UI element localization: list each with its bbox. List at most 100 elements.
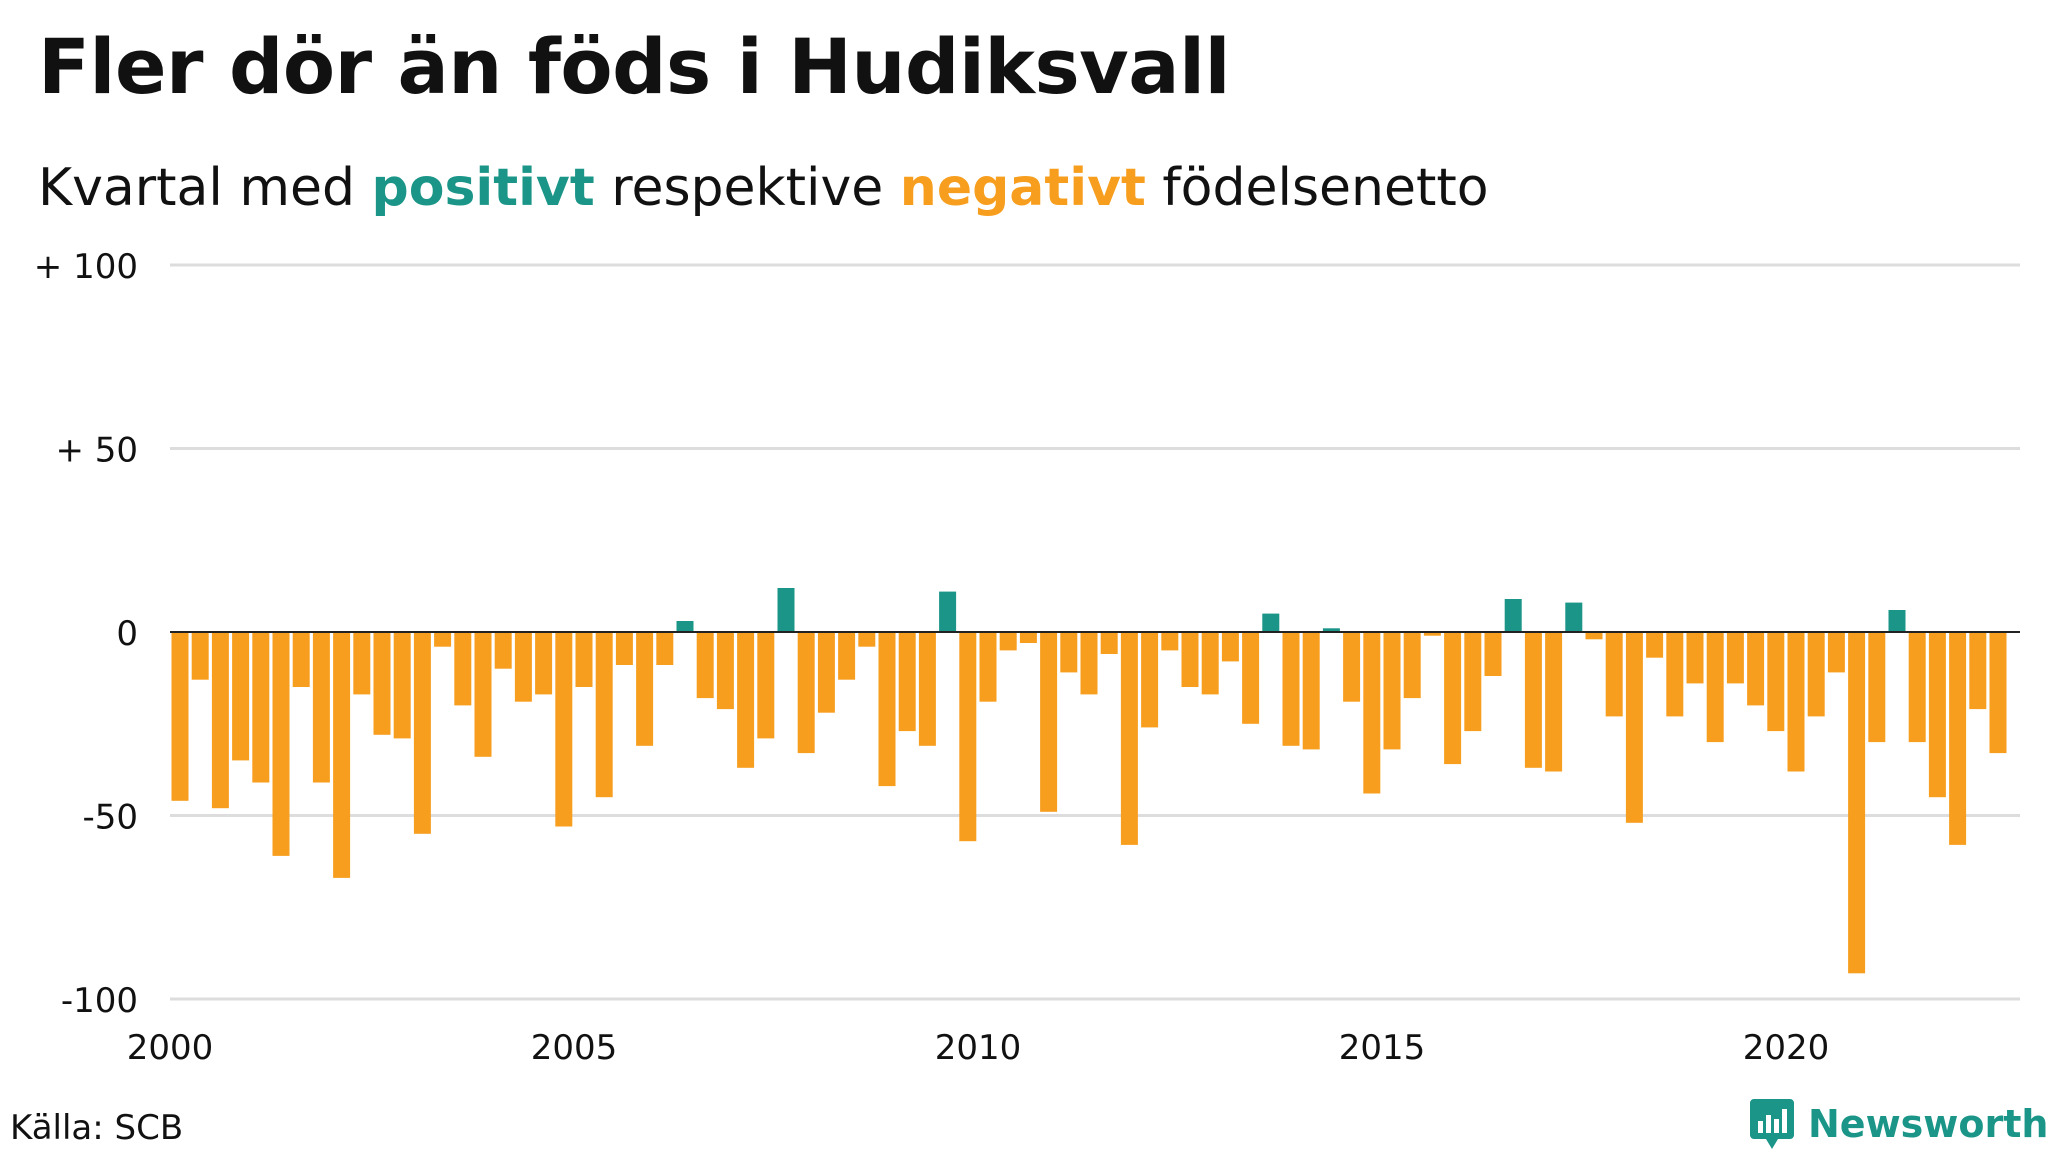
bar — [575, 632, 593, 687]
bar — [1969, 632, 1987, 710]
bar — [1120, 632, 1138, 845]
x-tick-label: 2015 — [1339, 1028, 1426, 1068]
bar — [898, 632, 916, 732]
bar — [1545, 632, 1563, 772]
chart-subtitle: Kvartal med positivt respektive negativt… — [38, 158, 1489, 218]
bar — [292, 632, 310, 687]
y-tick-label: + 50 — [55, 431, 138, 471]
bar — [615, 632, 633, 665]
bar — [1908, 632, 1926, 743]
bar — [1403, 632, 1421, 699]
x-axis-tick-labels: 2000 2005 2010 2015 2020 — [127, 1028, 1830, 1068]
bar — [1444, 632, 1462, 765]
bar — [1767, 632, 1785, 732]
bar — [514, 632, 532, 702]
bar — [171, 632, 189, 801]
bar — [1565, 602, 1583, 632]
y-tick-label: 0 — [116, 614, 138, 654]
bar — [1666, 632, 1684, 717]
bar — [1928, 632, 1946, 798]
bar — [959, 632, 977, 842]
bar — [1080, 632, 1098, 695]
bar — [1343, 632, 1361, 702]
y-tick-label: -50 — [82, 798, 138, 838]
bar — [1019, 632, 1037, 643]
bar — [454, 632, 472, 706]
subtitle-positive-keyword: positivt — [371, 158, 595, 218]
subtitle-suffix: födelsenetto — [1145, 158, 1489, 218]
bar — [1040, 632, 1058, 812]
bar — [555, 632, 573, 827]
bar — [1888, 610, 1906, 632]
bar — [1524, 632, 1542, 768]
bar — [757, 632, 775, 739]
bar — [1989, 632, 2007, 754]
bar — [1322, 628, 1340, 632]
subtitle-middle: respektive — [594, 158, 900, 218]
bar — [1504, 599, 1522, 632]
bar — [1686, 632, 1704, 684]
x-tick-label: 2000 — [127, 1028, 214, 1068]
bar — [393, 632, 411, 739]
bar — [1161, 632, 1179, 651]
bar — [252, 632, 270, 783]
bar — [494, 632, 512, 669]
bar — [797, 632, 815, 754]
bar — [1221, 632, 1239, 662]
bar — [939, 591, 957, 632]
source-note: Källa: SCB — [10, 1108, 184, 1148]
bar — [1625, 632, 1643, 823]
bar — [1262, 613, 1280, 632]
bar — [1141, 632, 1159, 728]
bar — [373, 632, 391, 735]
bar — [1201, 632, 1219, 695]
grid-lines — [170, 263, 2020, 1001]
newsworthy-chart-icon — [1750, 1099, 1794, 1149]
bar — [1787, 632, 1805, 772]
bar — [1423, 632, 1441, 636]
bar — [1383, 632, 1401, 750]
bar — [474, 632, 492, 757]
subtitle-negative-keyword: negativt — [899, 158, 1146, 218]
bar — [1747, 632, 1765, 706]
bar — [1282, 632, 1300, 746]
bar — [535, 632, 553, 695]
newsworthy-logo: Newsworthy — [1748, 1097, 2048, 1151]
bar — [1060, 632, 1078, 673]
x-tick-label: 2010 — [935, 1028, 1022, 1068]
bar — [1242, 632, 1260, 724]
bar — [878, 632, 896, 787]
bar — [858, 632, 876, 647]
x-tick-label: 2020 — [1743, 1028, 1830, 1068]
bar — [676, 621, 694, 632]
bar — [595, 632, 613, 798]
bar — [1585, 632, 1603, 640]
bar — [1484, 632, 1502, 676]
bar — [272, 632, 290, 856]
subtitle-prefix: Kvartal med — [38, 158, 372, 218]
bar — [656, 632, 674, 665]
bar — [1363, 632, 1381, 794]
bar — [1464, 632, 1482, 732]
bar — [696, 632, 714, 699]
bar — [1605, 632, 1623, 717]
bar — [1848, 632, 1866, 974]
x-tick-label: 2005 — [531, 1028, 618, 1068]
bar — [999, 632, 1017, 651]
bar — [737, 632, 755, 768]
bar — [1807, 632, 1825, 717]
bar — [979, 632, 997, 702]
bar — [434, 632, 452, 647]
logo-text: Newsworthy — [1808, 1102, 2048, 1146]
bar — [1868, 632, 1886, 743]
bar — [413, 632, 431, 834]
bar — [1706, 632, 1724, 743]
bar — [918, 632, 936, 746]
chart-title: Fler dör än föds i Hudiksvall — [38, 22, 1231, 111]
bar — [636, 632, 654, 746]
bar — [1949, 632, 1967, 845]
bar — [353, 632, 371, 695]
bar — [1646, 632, 1664, 658]
bar — [1181, 632, 1199, 687]
y-axis-tick-labels: + 100 + 50 0 -50 -100 — [34, 247, 138, 1021]
